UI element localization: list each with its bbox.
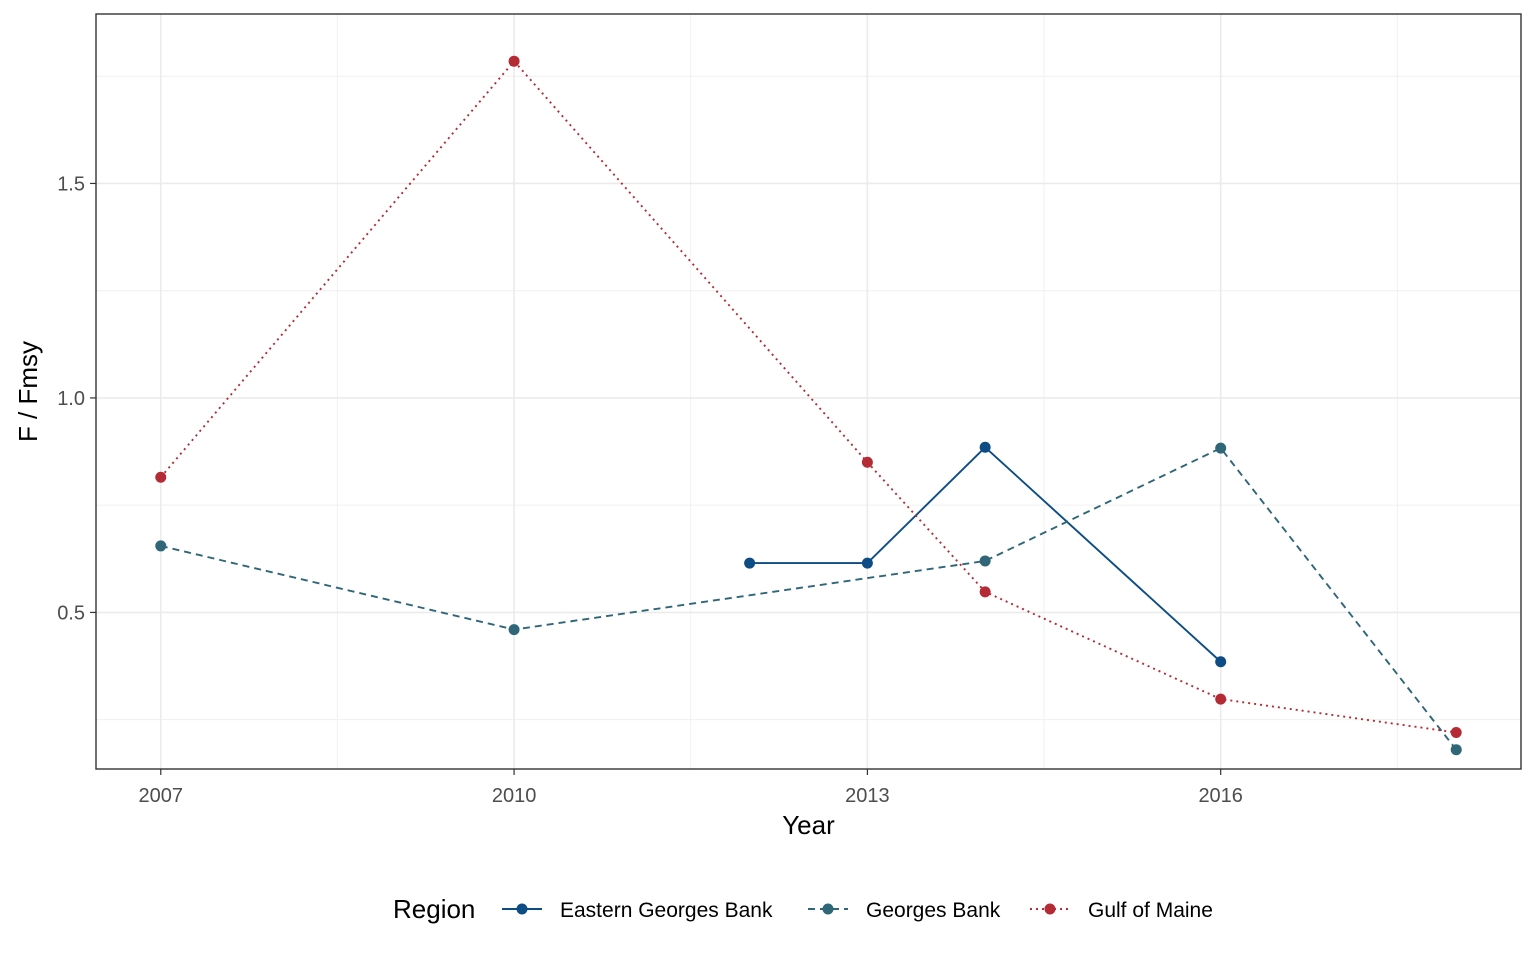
legend-label: Eastern Georges Bank: [560, 899, 773, 922]
x-axis-ticks: 2007 2010 2013 2016: [139, 769, 1243, 807]
data-point: [1215, 442, 1227, 454]
y-tick-label: 1.5: [57, 173, 85, 195]
legend-label: Georges Bank: [866, 899, 1001, 922]
data-point: [508, 624, 520, 636]
series-line: [749, 445, 1222, 663]
data-point: [979, 441, 991, 453]
data-point: [1450, 727, 1462, 739]
data-point: [508, 55, 520, 67]
y-tick-label: 1.0: [57, 388, 85, 410]
x-tick-label: 2007: [139, 785, 184, 807]
data-point: [744, 557, 756, 569]
plot-panel-border: [95, 13, 1522, 770]
minor-gridlines: [96, 14, 1521, 769]
data-point: [1450, 744, 1462, 756]
data-point: [155, 471, 167, 483]
legend-item: Eastern Georges Bank: [502, 899, 773, 922]
y-axis-ticks: 0.5 1.0 1.5: [57, 173, 96, 624]
legend: Region Eastern Georges Bank Georges Bank G…: [393, 894, 1213, 924]
y-tick-label: 0.5: [57, 602, 85, 624]
data-point: [979, 555, 991, 567]
data-point: [861, 557, 873, 569]
x-tick-label: 2013: [845, 785, 890, 807]
legend-key-point: [516, 903, 528, 915]
legend-item: Georges Bank: [808, 899, 1001, 922]
major-gridlines: [96, 14, 1521, 769]
x-axis-title: Year: [782, 810, 835, 840]
series-layer: [155, 55, 1462, 756]
series-line: [160, 446, 1457, 751]
y-axis-title: F / Fmsy: [13, 341, 43, 442]
series-eastern-georges-bank: [744, 441, 1227, 668]
series-georges-bank: [155, 442, 1462, 756]
legend-label: Gulf of Maine: [1088, 899, 1213, 922]
legend-key-point: [822, 903, 834, 915]
series-gulf-of-maine: [155, 55, 1462, 739]
x-tick-label: 2010: [492, 785, 537, 807]
legend-title: Region: [393, 894, 475, 924]
data-point: [1215, 656, 1227, 668]
x-tick-label: 2016: [1198, 785, 1243, 807]
data-point: [979, 586, 991, 598]
data-point: [1215, 693, 1227, 705]
legend-key-point: [1044, 903, 1056, 915]
data-point: [861, 456, 873, 468]
legend-items: Eastern Georges Bank Georges Bank Gulf of …: [502, 899, 1213, 922]
legend-item: Gulf of Maine: [1030, 899, 1213, 922]
data-point: [155, 540, 167, 552]
